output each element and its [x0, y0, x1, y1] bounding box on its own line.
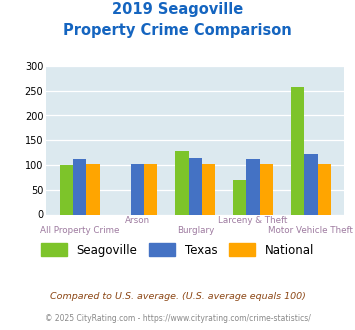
Bar	[202, 164, 215, 214]
Text: All Property Crime: All Property Crime	[40, 226, 119, 235]
Text: Burglary: Burglary	[177, 226, 214, 235]
Bar	[175, 151, 189, 214]
Bar	[317, 164, 331, 214]
Bar	[304, 154, 317, 214]
Bar	[144, 164, 157, 214]
Bar	[246, 159, 260, 214]
Bar	[233, 180, 246, 214]
Text: Arson: Arson	[125, 216, 150, 225]
Text: Larceny & Theft: Larceny & Theft	[218, 216, 288, 225]
Text: Motor Vehicle Theft: Motor Vehicle Theft	[268, 226, 353, 235]
Bar	[131, 164, 144, 214]
Legend: Seagoville, Texas, National: Seagoville, Texas, National	[37, 239, 318, 261]
Text: Compared to U.S. average. (U.S. average equals 100): Compared to U.S. average. (U.S. average …	[50, 292, 305, 301]
Bar	[189, 158, 202, 214]
Bar	[291, 87, 304, 214]
Bar	[73, 159, 86, 214]
Bar	[86, 164, 100, 214]
Text: Property Crime Comparison: Property Crime Comparison	[63, 23, 292, 38]
Text: 2019 Seagoville: 2019 Seagoville	[112, 2, 243, 16]
Text: © 2025 CityRating.com - https://www.cityrating.com/crime-statistics/: © 2025 CityRating.com - https://www.city…	[45, 314, 310, 323]
Bar	[260, 164, 273, 214]
Bar	[60, 165, 73, 214]
